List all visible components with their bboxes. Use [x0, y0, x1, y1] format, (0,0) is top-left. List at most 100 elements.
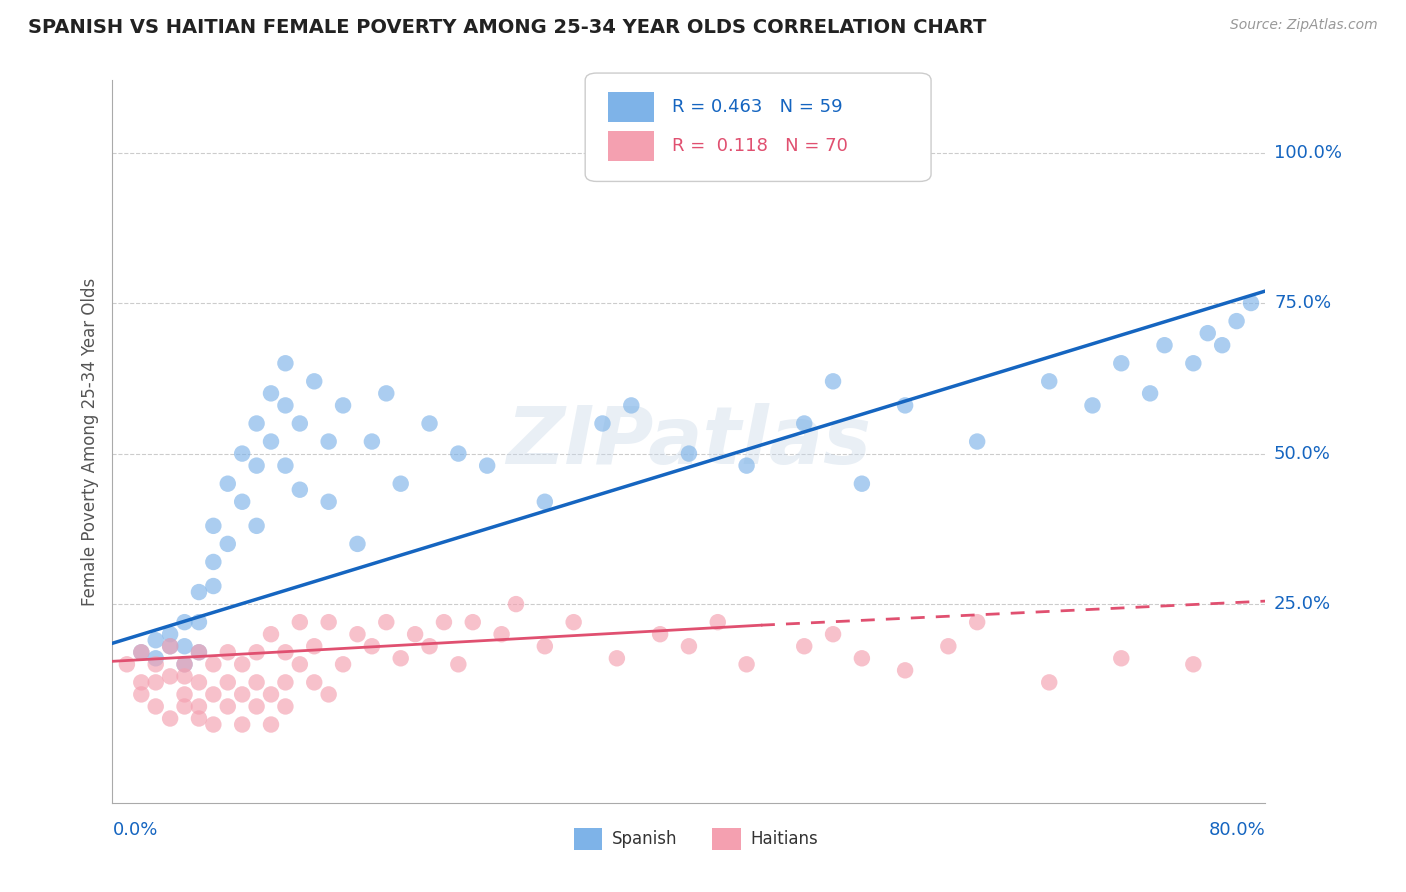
- Point: [173, 699, 195, 714]
- Point: [159, 669, 181, 683]
- Point: [318, 615, 340, 630]
- Point: [145, 699, 167, 714]
- Point: [246, 675, 269, 690]
- Point: [678, 639, 700, 653]
- Point: [360, 639, 382, 653]
- FancyBboxPatch shape: [711, 828, 741, 850]
- Point: [419, 639, 441, 653]
- Point: [202, 657, 225, 672]
- Point: [231, 494, 253, 508]
- Point: [447, 657, 470, 672]
- Point: [202, 579, 225, 593]
- Point: [260, 687, 283, 701]
- Point: [202, 519, 225, 533]
- Point: [129, 675, 153, 690]
- Point: [159, 639, 181, 653]
- Point: [447, 446, 470, 460]
- Point: [1240, 296, 1263, 310]
- Point: [129, 687, 153, 701]
- Text: 75.0%: 75.0%: [1274, 294, 1331, 312]
- Point: [894, 664, 917, 678]
- Point: [346, 537, 368, 551]
- Point: [159, 712, 181, 726]
- Point: [491, 627, 513, 641]
- Point: [592, 417, 614, 431]
- Point: [188, 645, 211, 659]
- Point: [145, 657, 167, 672]
- FancyBboxPatch shape: [585, 73, 931, 181]
- Point: [274, 398, 297, 412]
- Point: [173, 657, 195, 672]
- Point: [129, 645, 153, 659]
- Text: ZIPatlas: ZIPatlas: [506, 402, 872, 481]
- Text: 25.0%: 25.0%: [1274, 595, 1331, 613]
- Point: [260, 627, 283, 641]
- Point: [1081, 398, 1104, 412]
- Point: [534, 639, 557, 653]
- Point: [246, 458, 269, 473]
- Point: [288, 615, 311, 630]
- Point: [173, 669, 195, 683]
- Point: [274, 356, 297, 370]
- Y-axis label: Female Poverty Among 25-34 Year Olds: Female Poverty Among 25-34 Year Olds: [80, 277, 98, 606]
- Point: [562, 615, 585, 630]
- Point: [318, 434, 340, 449]
- Point: [360, 434, 382, 449]
- Text: Haitians: Haitians: [749, 830, 818, 848]
- Point: [505, 597, 527, 611]
- Point: [650, 627, 672, 641]
- Point: [274, 458, 297, 473]
- Point: [231, 717, 253, 731]
- Point: [620, 398, 643, 412]
- Point: [173, 639, 195, 653]
- Point: [288, 657, 311, 672]
- Point: [304, 675, 326, 690]
- Point: [534, 494, 557, 508]
- Point: [821, 375, 844, 389]
- Point: [793, 417, 815, 431]
- Point: [404, 627, 426, 641]
- Point: [274, 699, 297, 714]
- Point: [1111, 651, 1133, 665]
- Point: [246, 417, 269, 431]
- Point: [217, 699, 239, 714]
- Point: [274, 675, 297, 690]
- Text: SPANISH VS HAITIAN FEMALE POVERTY AMONG 25-34 YEAR OLDS CORRELATION CHART: SPANISH VS HAITIAN FEMALE POVERTY AMONG …: [28, 18, 987, 37]
- Point: [274, 645, 297, 659]
- Point: [851, 476, 873, 491]
- Point: [318, 494, 340, 508]
- Point: [332, 657, 354, 672]
- Text: 80.0%: 80.0%: [1209, 821, 1265, 838]
- Text: 0.0%: 0.0%: [112, 821, 157, 838]
- Point: [419, 417, 441, 431]
- Text: 100.0%: 100.0%: [1274, 144, 1343, 161]
- Point: [821, 627, 844, 641]
- Text: R =  0.118   N = 70: R = 0.118 N = 70: [672, 137, 848, 155]
- Point: [1182, 356, 1205, 370]
- Text: 50.0%: 50.0%: [1274, 444, 1331, 463]
- Point: [260, 717, 283, 731]
- Point: [202, 717, 225, 731]
- Point: [231, 446, 253, 460]
- Point: [188, 699, 211, 714]
- Point: [1038, 375, 1060, 389]
- Point: [389, 476, 412, 491]
- Point: [115, 657, 138, 672]
- Point: [1226, 314, 1249, 328]
- FancyBboxPatch shape: [609, 131, 654, 161]
- Point: [188, 675, 211, 690]
- Point: [145, 651, 167, 665]
- Point: [173, 657, 195, 672]
- Point: [145, 633, 167, 648]
- Point: [894, 398, 917, 412]
- Text: Spanish: Spanish: [612, 830, 678, 848]
- Point: [288, 417, 311, 431]
- Point: [475, 458, 499, 473]
- Point: [966, 434, 988, 449]
- Point: [188, 615, 211, 630]
- Point: [246, 519, 269, 533]
- Point: [851, 651, 873, 665]
- Point: [129, 645, 153, 659]
- Point: [246, 645, 269, 659]
- Point: [260, 386, 283, 401]
